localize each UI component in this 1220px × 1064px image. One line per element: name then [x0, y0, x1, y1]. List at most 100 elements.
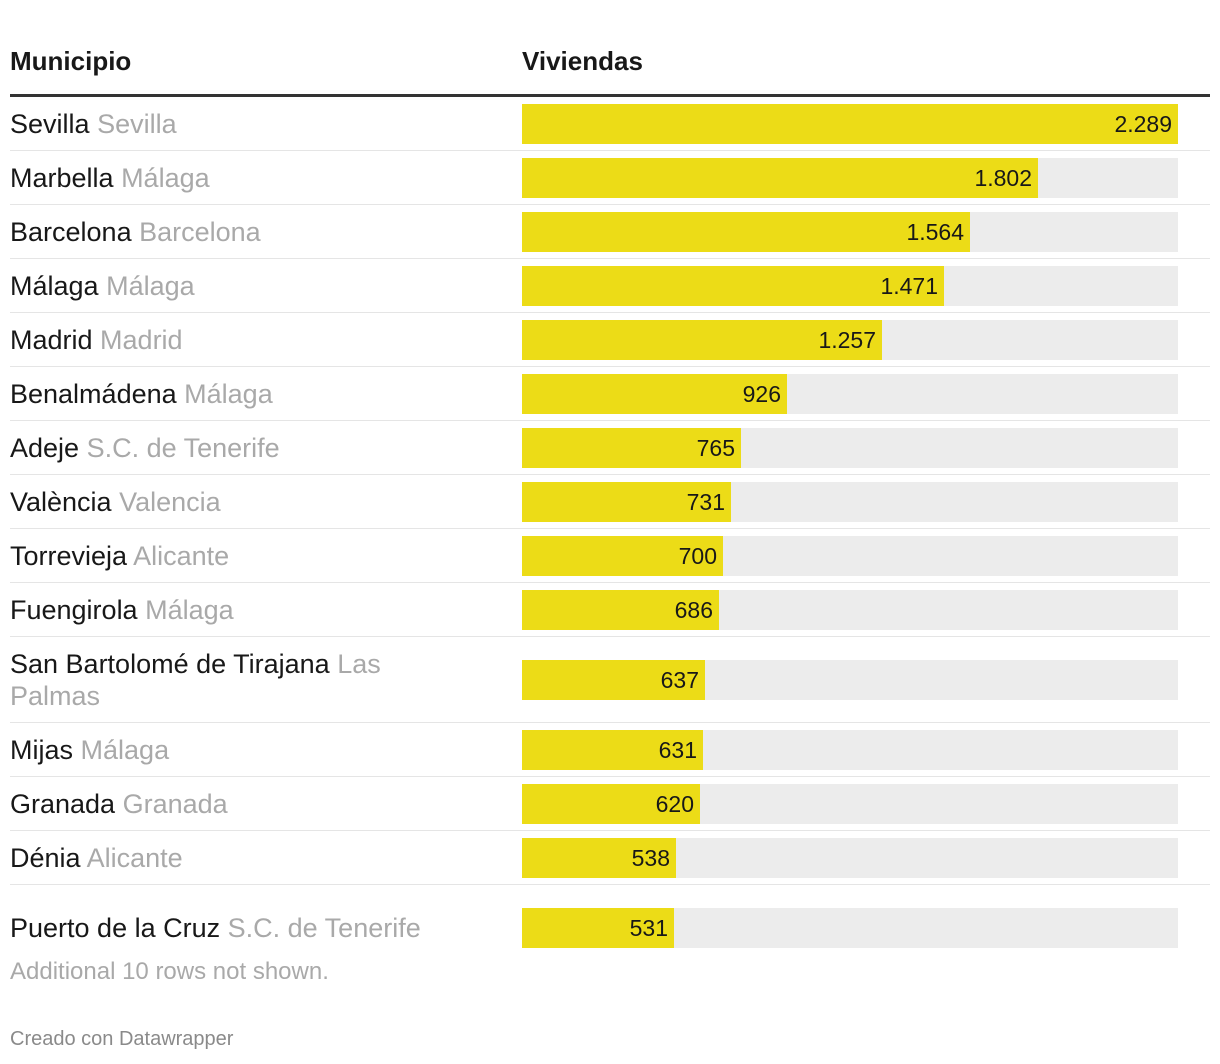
provincia-name: Las Palmas: [10, 648, 381, 711]
municipio-cell: Mijas Málaga: [10, 734, 430, 766]
municipio-cell: Barcelona Barcelona: [10, 216, 430, 248]
viviendas-bar: [522, 373, 787, 414]
viviendas-bar: [522, 659, 705, 700]
provincia-name: Madrid: [100, 324, 183, 355]
municipio-name: Puerto de la Cruz: [10, 912, 221, 943]
viviendas-value: 531: [629, 914, 668, 941]
table-row: Mijas Málaga 631: [10, 723, 1210, 777]
viviendas-value: 620: [655, 790, 694, 817]
datawrapper-credit: Creado con Datawrapper: [10, 1028, 234, 1050]
viviendas-bar: [522, 589, 719, 630]
municipio-name: Torrevieja: [10, 540, 128, 571]
municipio-cell: Dénia Alicante: [10, 842, 430, 874]
viviendas-value: 637: [660, 666, 699, 693]
municipio-cell: València Valencia: [10, 486, 430, 518]
municipio-cell: Sevilla Sevilla: [10, 108, 430, 140]
column-header-viviendas[interactable]: Viviendas: [522, 46, 643, 76]
municipio-cell: Benalmádena Málaga: [10, 378, 430, 410]
provincia-name: Valencia: [119, 486, 221, 517]
bar-track: 1.564: [522, 211, 1178, 252]
municipio-name: Adeje: [10, 432, 80, 463]
viviendas-value: 765: [696, 434, 735, 461]
municipio-name: Sevilla: [10, 108, 90, 139]
viviendas-value: 1.802: [974, 164, 1032, 191]
viviendas-value: 1.564: [906, 218, 964, 245]
bar-track: 637: [522, 659, 1178, 700]
viviendas-bar: [522, 319, 882, 360]
bar-track: 531: [522, 907, 1178, 948]
bar-track: 731: [522, 481, 1178, 522]
viviendas-bar: [522, 907, 674, 948]
table-row: Puerto de la Cruz S.C. de Tenerife 531: [10, 885, 1210, 970]
provincia-name: S.C. de Tenerife: [86, 432, 280, 463]
table-row: Fuengirola Málaga 686: [10, 583, 1210, 637]
municipio-name: Benalmádena: [10, 378, 177, 409]
table-row: Málaga Málaga 1.471: [10, 259, 1210, 313]
municipio-name: Málaga: [10, 270, 99, 301]
provincia-name: Málaga: [184, 378, 273, 409]
provincia-name: Barcelona: [139, 216, 261, 247]
table-row: Dénia Alicante 538: [10, 831, 1210, 885]
provincia-name: Sevilla: [97, 108, 177, 139]
viviendas-bar: [522, 157, 1038, 198]
viviendas-bar: [522, 481, 731, 522]
viviendas-value: 686: [674, 596, 713, 623]
table-row: Granada Granada 620: [10, 777, 1210, 831]
municipio-cell: Granada Granada: [10, 788, 430, 820]
provincia-name: Málaga: [106, 270, 195, 301]
provincia-name: S.C. de Tenerife: [227, 912, 421, 943]
provincia-name: Málaga: [121, 162, 210, 193]
viviendas-bar: [522, 535, 723, 576]
viviendas-bar: [522, 783, 700, 824]
municipio-name: Madrid: [10, 324, 93, 355]
municipio-cell: Adeje S.C. de Tenerife: [10, 432, 430, 464]
provincia-name: Alicante: [133, 540, 230, 571]
table-row: València Valencia 731: [10, 475, 1210, 529]
viviendas-value: 1.471: [880, 272, 938, 299]
table-row: Benalmádena Málaga 926: [10, 367, 1210, 421]
bar-track: 1.471: [522, 265, 1178, 306]
table-row: Adeje S.C. de Tenerife 765: [10, 421, 1210, 475]
municipio-cell: Málaga Málaga: [10, 270, 430, 302]
table-row: Sevilla Sevilla 2.289: [10, 97, 1210, 151]
municipio-name: Fuengirola: [10, 594, 138, 625]
bar-track: 926: [522, 373, 1178, 414]
viviendas-bar: [522, 211, 970, 252]
bar-track: 1.257: [522, 319, 1178, 360]
municipio-name: Granada: [10, 788, 116, 819]
viviendas-value: 700: [678, 542, 717, 569]
viviendas-value: 926: [742, 380, 781, 407]
municipio-name: Barcelona: [10, 216, 132, 247]
municipio-name: Dénia: [10, 842, 81, 873]
viviendas-value: 731: [686, 488, 725, 515]
bar-track: 700: [522, 535, 1178, 576]
provincia-name: Málaga: [80, 734, 170, 765]
rows-not-shown-note: Additional 10 rows not shown.: [10, 958, 329, 985]
municipio-name: València: [10, 486, 112, 517]
bar-track: 765: [522, 427, 1178, 468]
table-row: Marbella Málaga 1.802: [10, 151, 1210, 205]
municipio-cell: Puerto de la Cruz S.C. de Tenerife: [10, 912, 430, 944]
bar-track: 2.289: [522, 103, 1178, 144]
header-divider: [10, 94, 1210, 97]
viviendas-bar: [522, 103, 1178, 144]
viviendas-value: 1.257: [818, 326, 876, 353]
municipio-cell: Fuengirola Málaga: [10, 594, 430, 626]
municipio-cell: Madrid Madrid: [10, 324, 430, 356]
municipio-cell: Torrevieja Alicante: [10, 540, 430, 572]
table-row: Barcelona Barcelona 1.564: [10, 205, 1210, 259]
table-row: Madrid Madrid 1.257: [10, 313, 1210, 367]
bar-track: 1.802: [522, 157, 1178, 198]
viviendas-bar: [522, 729, 703, 770]
municipio-cell: Marbella Málaga: [10, 162, 430, 194]
bar-track: 620: [522, 783, 1178, 824]
viviendas-bar: [522, 837, 676, 878]
provincia-name: Granada: [122, 788, 228, 819]
municipio-name: Marbella: [10, 162, 114, 193]
bar-track: 631: [522, 729, 1178, 770]
viviendas-bar: [522, 265, 944, 306]
municipio-name: San Bartolomé de Tirajana: [10, 648, 330, 679]
municipio-cell: San Bartolomé de Tirajana Las Palmas: [10, 648, 430, 712]
viviendas-bar: [522, 427, 741, 468]
column-header-municipio[interactable]: Municipio: [10, 46, 132, 76]
